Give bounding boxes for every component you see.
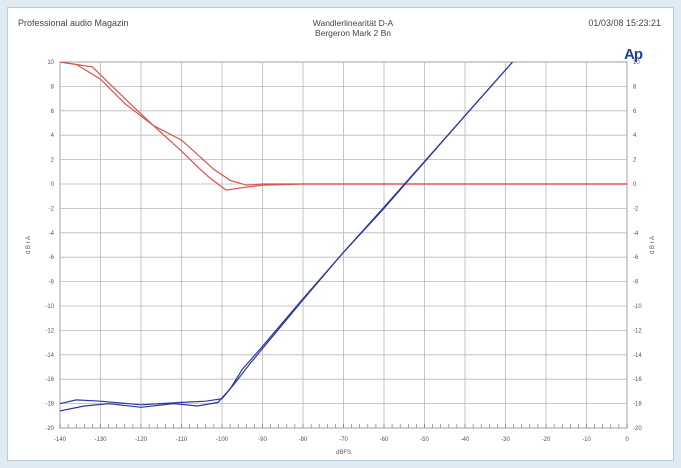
x-tick-label: -110: [176, 437, 188, 443]
y-left-tick-label: -16: [45, 377, 54, 383]
y-right-tick-label: -20: [633, 426, 642, 432]
x-tick-label: -140: [54, 437, 67, 443]
red-series-line-1: [60, 62, 627, 186]
y-left-tick-label: 8: [51, 84, 55, 90]
y-left-tick-label: -8: [49, 280, 55, 286]
blue-series-line-4: [60, 62, 514, 412]
y-right-tick-label: 4: [633, 133, 637, 139]
header-title-line1: Wandlerlinearität D-A: [312, 18, 394, 28]
y-left-tick-label: -20: [45, 426, 54, 432]
x-tick-label: -60: [380, 437, 389, 443]
x-tick-label: -30: [501, 437, 510, 443]
y-right-tick-label: -16: [633, 377, 642, 383]
y-axis-label-right: d B r A: [650, 236, 656, 254]
y-right-tick-label: -12: [633, 328, 642, 334]
x-axis-label: dBFS: [336, 450, 351, 456]
y-right-tick-label: 8: [633, 84, 637, 90]
y-left-tick-label: -6: [49, 255, 55, 261]
x-tick-label: -100: [216, 437, 229, 443]
y-right-tick-label: -4: [633, 231, 639, 237]
y-left-tick-label: 2: [51, 158, 55, 164]
x-tick-label: -40: [461, 437, 470, 443]
y-left-tick-label: -2: [49, 206, 55, 212]
red-series-line-2: [60, 62, 627, 191]
x-tick-label: -10: [582, 437, 591, 443]
y-right-tick-label: -14: [633, 353, 642, 359]
y-left-tick-label: -12: [45, 328, 54, 334]
x-tick-label: -50: [420, 437, 429, 443]
chart-panel: Professional audio Magazin Wandlerlinear…: [7, 7, 674, 461]
x-tick-label: -130: [94, 437, 107, 443]
y-left-tick-label: -18: [45, 402, 54, 408]
y-right-tick-label: -6: [633, 255, 639, 261]
x-tick-label: -80: [299, 437, 308, 443]
y-right-tick-label: -8: [633, 280, 639, 286]
y-right-tick-label: -18: [633, 402, 642, 408]
y-left-tick-label: -4: [49, 231, 55, 237]
header-left-text: Professional audio Magazin: [18, 18, 129, 28]
y-right-tick-label: 0: [633, 182, 637, 188]
header-title-line2: Bergeron Mark 2 Bn: [314, 28, 392, 38]
linearity-chart: -140 -130 -120 -110 -100 -90 -80 -70 -60 -50 -40 -3…: [26, 60, 656, 456]
header-timestamp: 01/03/08 15:23:21: [588, 18, 661, 28]
y-right-tick-label: 10: [633, 60, 640, 66]
y-right-tick-label: 2: [633, 158, 637, 164]
y-axis-label-left: d B r A: [26, 236, 32, 254]
ap-logo: Ap: [624, 46, 643, 63]
x-tick-label: -120: [135, 437, 148, 443]
header-center-title: Wandlerlinearität D-A Bergeron Mark 2 Bn: [248, 18, 458, 38]
x-tick-label: 0: [625, 437, 629, 443]
y-left-tick-label: 4: [51, 133, 55, 139]
y-left-tick-label: 0: [51, 182, 55, 188]
x-tick-label: -20: [542, 437, 551, 443]
y-right-tick-label: -10: [633, 304, 642, 310]
x-tick-label: -70: [339, 437, 348, 443]
x-tick-label: -90: [258, 437, 267, 443]
y-left-tick-label: 6: [51, 109, 55, 115]
y-left-tick-label: -10: [45, 304, 54, 310]
y-right-tick-label: 6: [633, 109, 637, 115]
y-right-tick-label: -2: [633, 206, 639, 212]
y-left-tick-label: -14: [45, 353, 54, 359]
y-left-tick-label: 10: [47, 60, 54, 66]
